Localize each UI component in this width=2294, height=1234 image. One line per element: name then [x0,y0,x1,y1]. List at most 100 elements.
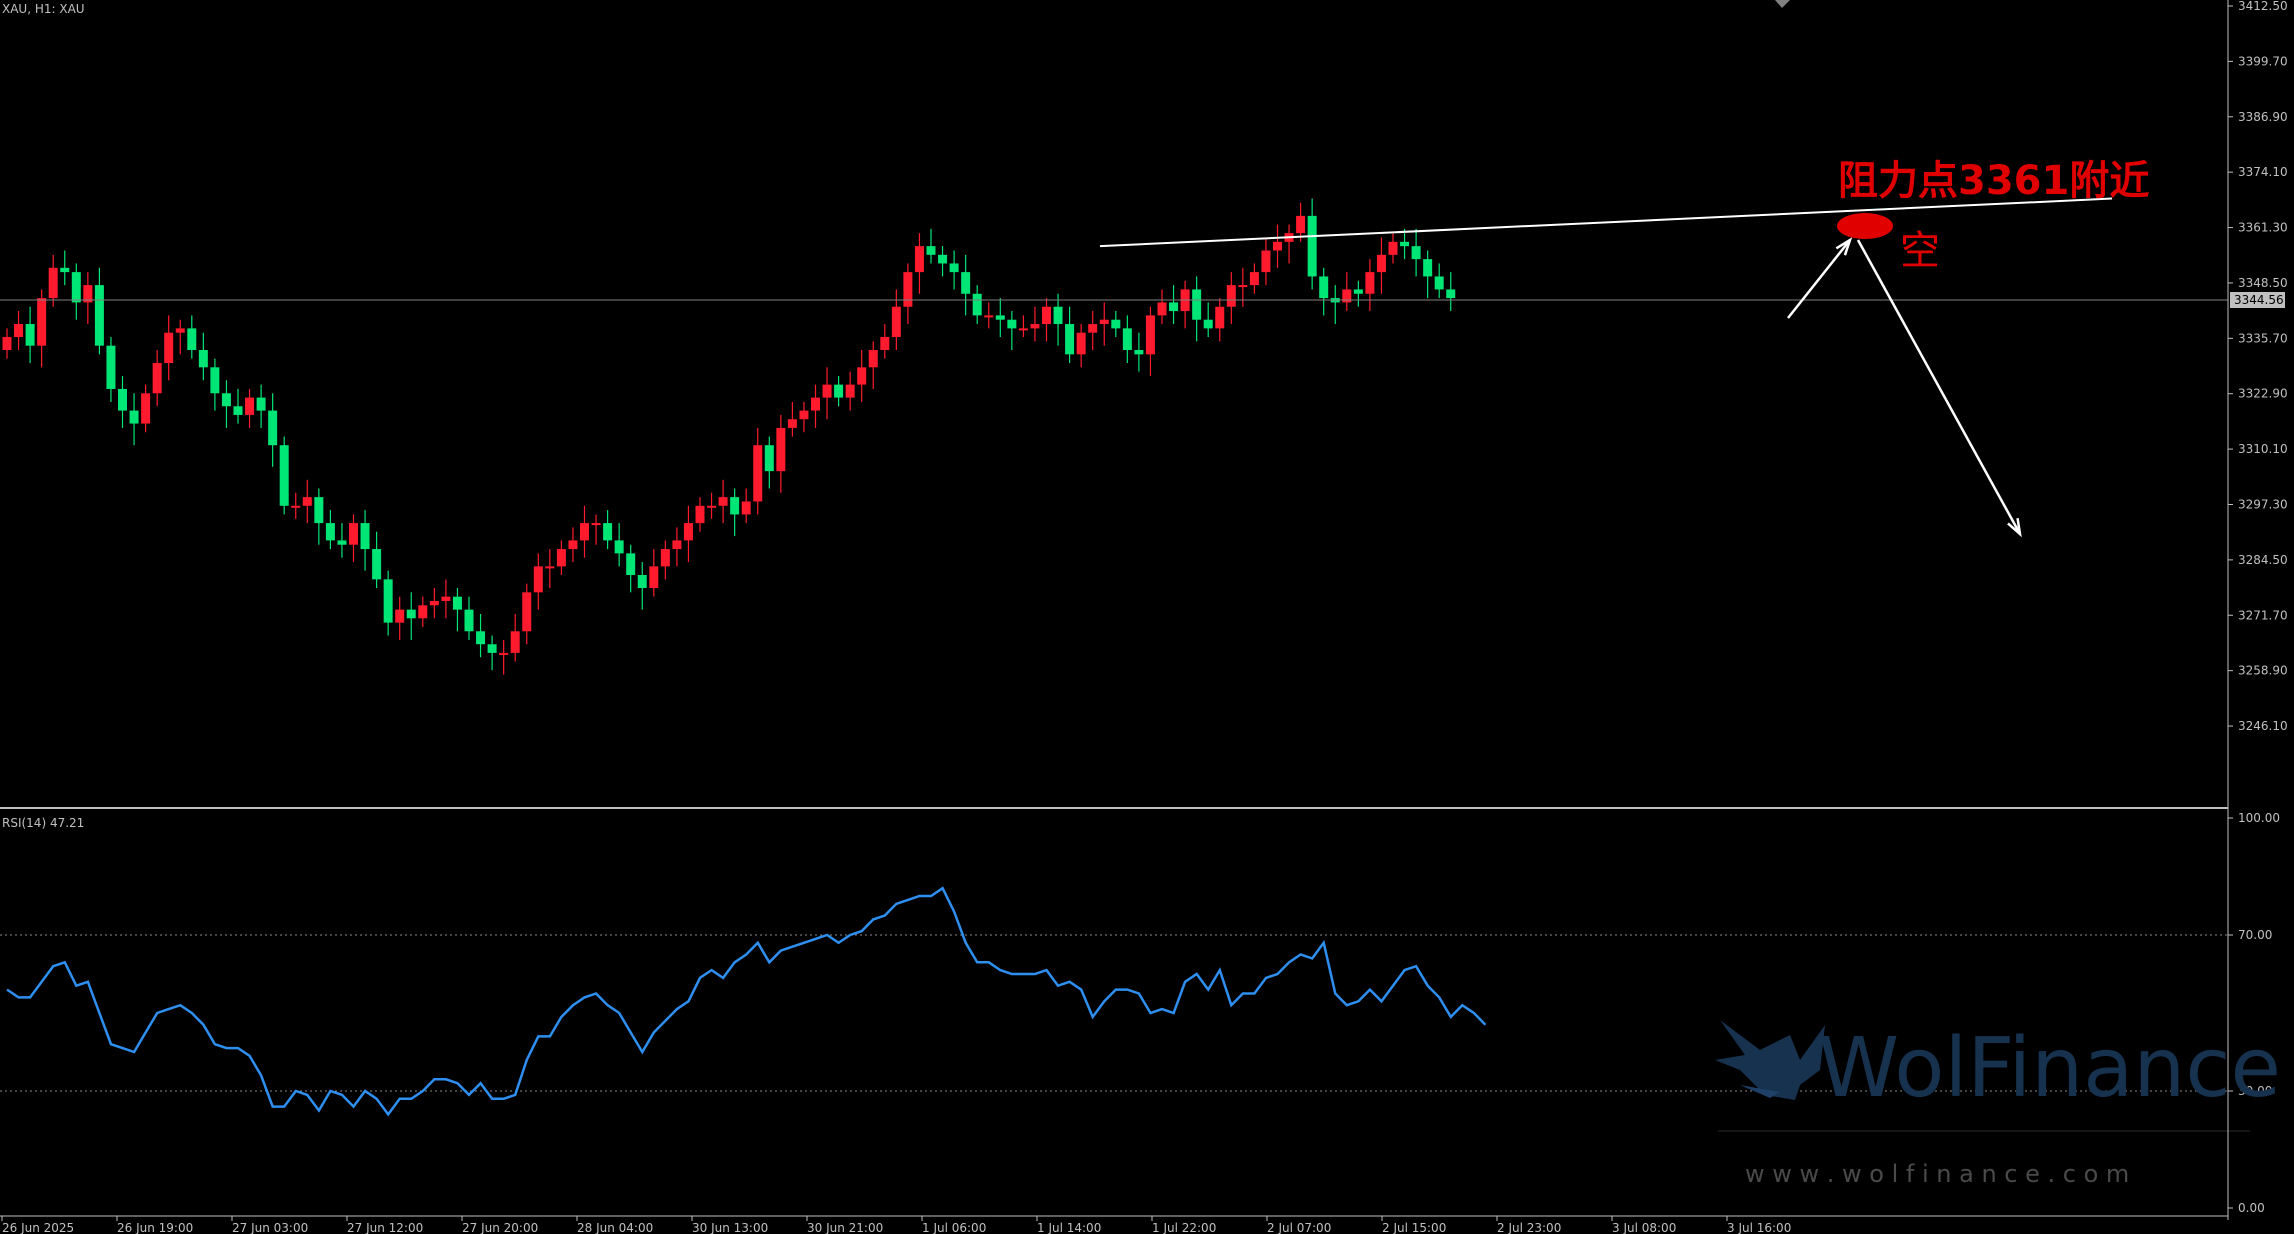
price-tick-label: 3361.30 [2238,221,2288,235]
price-tick-label: 3399.70 [2238,54,2288,68]
price-tick-label: 3335.70 [2238,331,2288,345]
candle-body [660,549,670,567]
symbol-label: XAU, H1: XAU [2,2,85,16]
candle-body [256,397,266,411]
candle-body [1007,319,1017,329]
candle-body [741,501,751,515]
time-tick-label: 30 Jun 13:00 [692,1221,768,1234]
price-tick-label: 3297.30 [2238,497,2288,511]
arrow-up [1787,239,1851,319]
candle-body [1157,302,1167,316]
candle-body [926,246,936,255]
candle-body [938,254,948,264]
candle-body [233,406,243,415]
resistance-line [1099,197,2113,248]
candle-body [637,575,647,589]
candle-body [776,427,786,472]
candle-body [1376,254,1386,273]
candle-body [903,272,913,307]
candle-body [221,393,231,407]
candle-body [325,523,335,541]
candle-body [603,523,613,541]
arrow-up-head [1835,237,1853,256]
time-tick-label: 1 Jul 22:00 [1152,1221,1216,1234]
candle-body [71,272,81,303]
candle-body [1238,285,1248,288]
time-tick-label: 1 Jul 06:00 [922,1221,986,1234]
candle-body [1018,328,1028,331]
current-price-box [2230,291,2285,308]
candle-body [672,540,682,550]
candle-body [314,497,324,524]
candle-body [753,445,763,502]
candle-body [187,328,197,351]
candle-body [372,549,382,580]
candle-body [83,285,93,303]
price-tick-label: 3412.50 [2238,0,2288,13]
candle-body [1065,324,1075,355]
rsi-tick-label: 0.00 [2238,1201,2265,1215]
candle-body [1388,241,1398,255]
candle-body [14,324,24,338]
candle-body [695,505,705,524]
price-tick-label: 3246.10 [2238,719,2288,733]
candle-body [152,362,162,394]
candle-body [452,596,462,610]
candle-body [580,523,589,541]
candle-body [1319,276,1329,299]
candle-body [1111,319,1121,329]
candle-body [995,315,1005,320]
candle-body [1365,272,1375,294]
candle-body [510,631,520,653]
candle-body [94,285,104,346]
candle-body [1099,319,1109,325]
candle-body [245,397,255,415]
time-tick-label: 1 Jul 14:00 [1037,1221,1101,1234]
time-tick-label: 3 Jul 16:00 [1727,1221,1791,1234]
watermark-url: w w w . w o l f i n a n c e . c o m [1745,1160,2129,1188]
price-tick-label: 3284.50 [2238,553,2288,567]
rsi-label: RSI(14) 47.21 [2,816,84,830]
rsi-line [6,886,1487,1117]
candle-body [360,523,370,550]
arrow-down-head [2007,517,2022,538]
rsi-axis: 100.00 70.00 30.00 0.00 [2228,811,2280,1215]
candle-body [1400,241,1410,247]
candle-body [406,609,416,619]
candle-body [291,505,301,508]
price-tick-label: 3310.10 [2238,442,2288,456]
time-tick-label: 2 Jul 07:00 [1267,1221,1331,1234]
wolf-logo-icon [1715,1020,1825,1100]
candle-body [1134,350,1144,355]
candle-body [522,592,532,632]
candle-body [383,579,393,623]
time-tick-label: 2 Jul 15:00 [1382,1221,1446,1234]
candle-body [914,246,924,273]
candle-body [395,609,405,623]
price-tick-label: 3322.90 [2238,387,2288,401]
time-tick-label: 27 Jun 20:00 [462,1221,538,1234]
rsi-tick-label: 30.00 [2238,1084,2272,1098]
candle-body [60,267,70,273]
candle-body [118,388,127,411]
candle-body [129,410,139,424]
candle-body [1226,285,1236,307]
candle-body [811,397,820,411]
candle-body [949,263,959,273]
candle-body [1122,328,1132,351]
candle-body [1053,306,1063,325]
candle-body [1215,306,1225,329]
candle-body [868,350,878,368]
candle-body [302,497,312,506]
price-tick-label: 3374.10 [2238,165,2288,179]
chart-shift-marker [1775,0,1790,8]
candle-body [429,600,439,606]
candle-body [787,419,797,428]
candle-body [880,337,890,351]
candle-body [2,337,12,351]
candle-body [1411,246,1421,260]
candle-body [845,384,855,398]
candle-body [764,445,774,472]
price-tick-label: 3271.70 [2238,608,2288,622]
